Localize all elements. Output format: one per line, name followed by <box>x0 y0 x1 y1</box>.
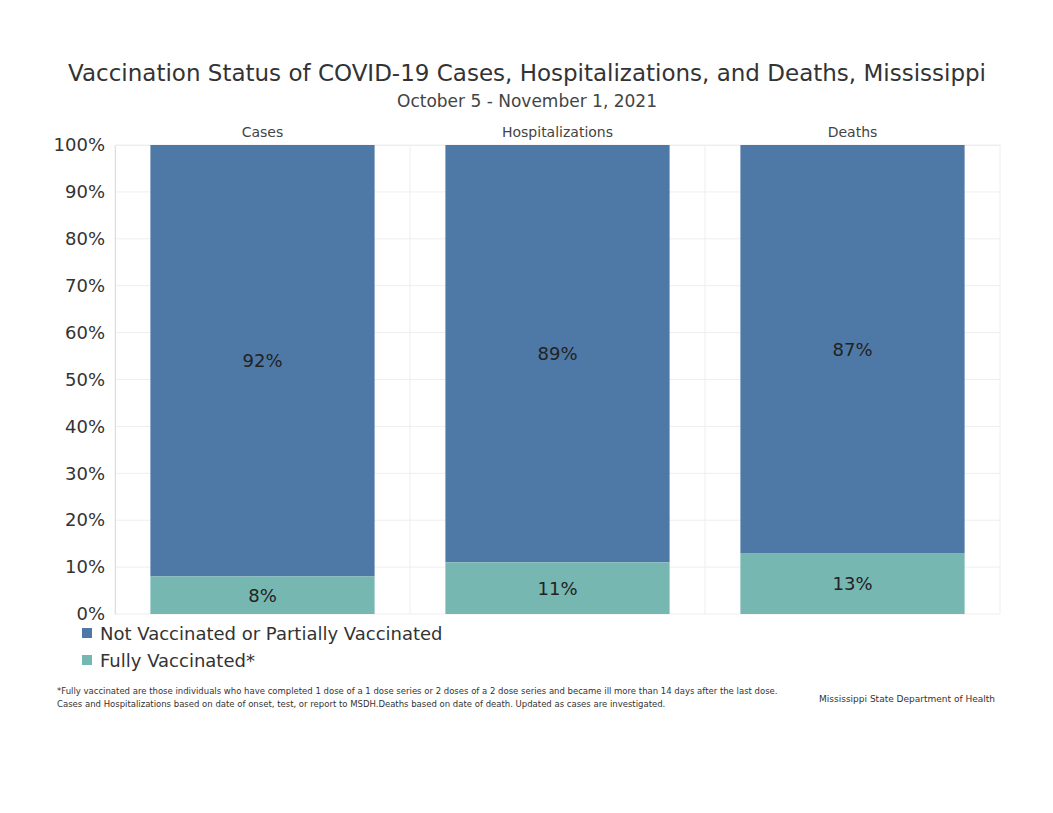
y-axis-line <box>115 146 116 615</box>
y-tick: 30% <box>65 463 115 484</box>
data-labels: 92% 89% 87% 8% 11% 13% <box>242 339 872 606</box>
y-tick: 50% <box>65 369 115 390</box>
y-tick: 0% <box>76 603 115 624</box>
data-label: 8% <box>248 585 277 606</box>
panel-separator <box>115 145 116 614</box>
footnote: Cases and Hospitalizations based on date… <box>57 699 665 709</box>
legend-label: Fully Vaccinated* <box>100 650 255 671</box>
y-axis: 0% 10% 20% 30% 40% 50% 60% 70% 80% 90% 100% <box>54 134 116 624</box>
y-tick: 80% <box>65 228 115 249</box>
legend: Not Vaccinated or Partially Vaccinated Fu… <box>82 623 443 671</box>
y-tick: 70% <box>65 275 115 296</box>
data-label: 92% <box>242 350 282 371</box>
panel-header: Cases <box>242 124 284 140</box>
y-tick-label: 20% <box>65 509 105 530</box>
y-tick-label: 40% <box>65 416 105 437</box>
y-tick-label: 10% <box>65 556 105 577</box>
bar-segment <box>740 553 964 614</box>
bar-segment <box>150 145 374 576</box>
subtitle: October 5 - November 1, 2021 <box>397 91 657 111</box>
y-tick-label: 90% <box>65 181 105 202</box>
panel-separator <box>705 145 706 614</box>
panel-header: Deaths <box>828 124 878 140</box>
y-tick-label: 100% <box>54 134 105 155</box>
data-label: 13% <box>832 573 872 594</box>
bar-segment <box>445 562 669 614</box>
source: Mississippi State Department of Health <box>819 694 995 704</box>
title: Vaccination Status of COVID-19 Cases, Ho… <box>68 60 986 86</box>
y-tick-label: 80% <box>65 228 105 249</box>
y-tick: 100% <box>54 134 115 155</box>
data-label: 87% <box>832 339 872 360</box>
x-tick: Cases <box>242 124 284 145</box>
y-tick: 40% <box>65 416 115 437</box>
data-label: 11% <box>537 578 577 599</box>
legend-swatch <box>82 628 92 638</box>
bar-segment <box>740 145 964 553</box>
y-tick: 10% <box>65 556 115 577</box>
y-tick-label: 60% <box>65 322 105 343</box>
y-tick: 90% <box>65 181 115 202</box>
y-tick-label: 30% <box>65 463 105 484</box>
chart: Vaccination Status of COVID-19 Cases, Ho… <box>0 0 1053 813</box>
panel-separator <box>1000 145 1001 614</box>
y-tick: 20% <box>65 509 115 530</box>
y-tick-label: 70% <box>65 275 105 296</box>
data-label: 89% <box>537 343 577 364</box>
panel-separator <box>410 145 411 614</box>
legend-label: Not Vaccinated or Partially Vaccinated <box>100 623 443 644</box>
footnote: *Fully vaccinated are those individuals … <box>57 686 778 696</box>
x-axis: Cases Hospitalizations Deaths <box>116 124 1001 146</box>
panel-header: Hospitalizations <box>502 124 613 140</box>
bars <box>150 145 964 614</box>
y-tick-label: 0% <box>76 603 105 624</box>
legend-swatch <box>82 655 92 665</box>
x-tick: Deaths <box>828 124 878 145</box>
grid <box>115 145 1000 614</box>
bar-segment <box>150 576 374 614</box>
bar-segment <box>445 145 669 562</box>
x-tick: Hospitalizations <box>502 124 613 145</box>
y-tick-label: 50% <box>65 369 105 390</box>
y-tick: 60% <box>65 322 115 343</box>
